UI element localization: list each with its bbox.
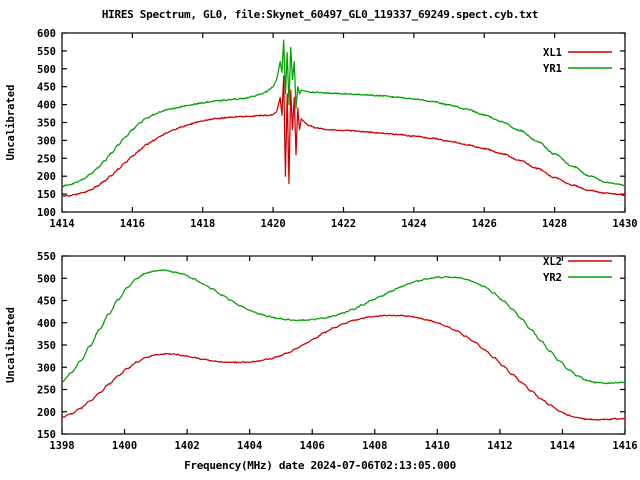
top-ytick-label: 400: [37, 100, 56, 112]
top-panel-canvas: 1414 1416 1418 1420 1422 1424 1426 1428 1430 100 1…: [5, 28, 638, 230]
top-series-yr1: [62, 39, 625, 188]
bottom-ytick-label: 250: [37, 385, 56, 397]
bottom-xtick-label: 1398: [49, 440, 74, 452]
bottom-xtick-label: 1406: [300, 440, 325, 452]
bottom-xtick-label: 1416: [612, 440, 637, 452]
bottom-legend-label-xl2: XL2: [543, 256, 562, 268]
top-ytick-label: 600: [37, 28, 56, 40]
bottom-xtick-label: 1404: [237, 440, 262, 452]
top-plot-frame: [61, 32, 626, 213]
top-ytick-label: 300: [37, 135, 56, 147]
bottom-ytick-label: 500: [37, 273, 56, 285]
bottom-spectrum-panel: 1398 1400 1402 1404 1406 1408 1410 1412 1414 1416…: [0, 235, 640, 460]
top-xtick-label: 1414: [49, 218, 74, 230]
top-legend-label-xl1: XL1: [543, 47, 562, 59]
bottom-ytick-label: 200: [37, 407, 56, 419]
bottom-xtick-label: 1400: [112, 440, 137, 452]
top-y-axis-label: Uncalibrated: [5, 85, 17, 161]
top-xtick-label: 1424: [401, 218, 426, 230]
top-ytick-label: 150: [37, 189, 56, 201]
bottom-series-xl2: [62, 314, 625, 421]
bottom-ytick-label: 150: [37, 429, 56, 441]
bottom-xtick-label: 1412: [487, 440, 512, 452]
top-spectrum-panel: 1414 1416 1418 1420 1422 1424 1426 1428 1430 100 1…: [0, 0, 640, 235]
top-ytick-label: 350: [37, 118, 56, 130]
bottom-legend-label-yr2: YR2: [543, 272, 562, 284]
top-xtick-label: 1428: [542, 218, 567, 230]
top-ytick-label: 550: [37, 46, 56, 58]
bottom-ytick-label: 300: [37, 362, 56, 374]
bottom-plot-frame: [61, 255, 626, 435]
bottom-series-yr2: [62, 269, 625, 385]
bottom-xtick-label: 1414: [550, 440, 575, 452]
top-legend-label-yr1: YR1: [543, 63, 562, 75]
bottom-ytick-label: 550: [37, 251, 56, 263]
top-xtick-label: 1430: [612, 218, 637, 230]
x-axis-label: Frequency(MHz) date 2024-07-06T02:13:05.…: [184, 459, 456, 472]
top-xtick-label: 1420: [260, 218, 285, 230]
bottom-ytick-label: 400: [37, 318, 56, 330]
top-series-xl1: [62, 75, 625, 197]
bottom-ytick-label: 450: [37, 296, 56, 308]
bottom-y-axis-label: Uncalibrated: [5, 307, 17, 383]
top-ytick-label: 250: [37, 153, 56, 165]
top-ytick-label: 100: [37, 207, 56, 219]
top-ytick-label: 500: [37, 64, 56, 76]
bottom-xtick-label: 1408: [362, 440, 387, 452]
top-xtick-label: 1418: [190, 218, 215, 230]
bottom-xtick-label: 1410: [425, 440, 450, 452]
top-xtick-label: 1416: [120, 218, 145, 230]
bottom-panel-canvas: 1398 1400 1402 1404 1406 1408 1410 1412 1414 1416…: [5, 251, 638, 452]
page-title: HIRES Spectrum, GL0, file:Skynet_60497_G…: [101, 8, 539, 21]
bottom-xtick-label: 1402: [174, 440, 199, 452]
top-ytick-label: 200: [37, 171, 56, 183]
top-ytick-label: 450: [37, 82, 56, 94]
top-xtick-label: 1426: [472, 218, 497, 230]
top-xtick-label: 1422: [331, 218, 356, 230]
bottom-ytick-label: 350: [37, 340, 56, 352]
